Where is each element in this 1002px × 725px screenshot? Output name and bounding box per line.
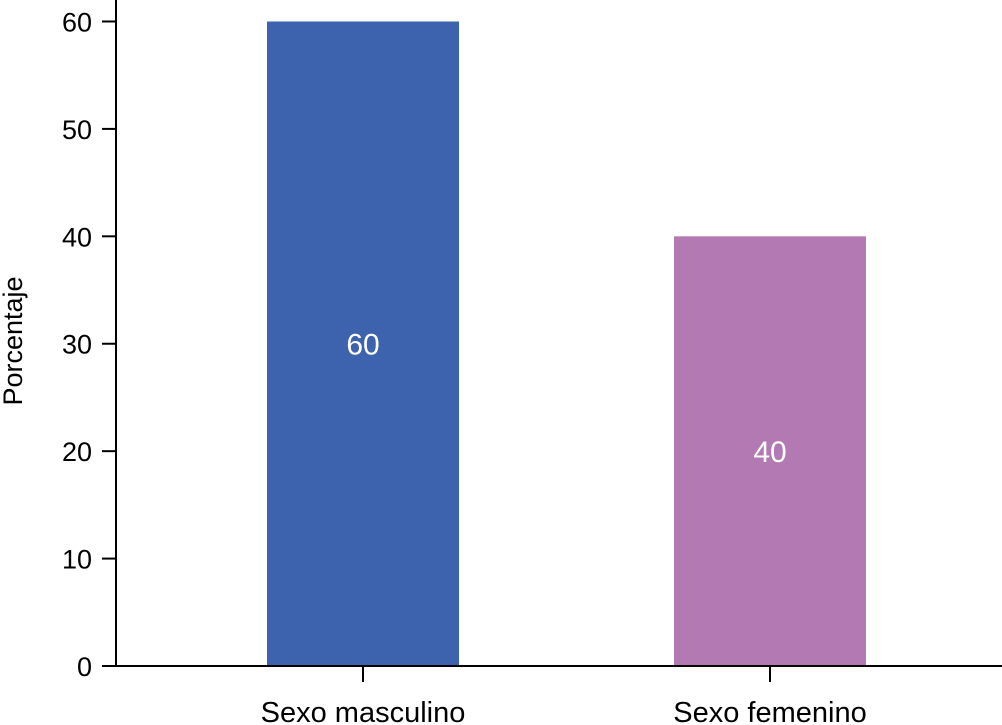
y-axis-ticks: 0 10 20 30 40 50 60 [62, 7, 116, 682]
bar [267, 21, 459, 666]
bars: 60 40 [267, 21, 866, 667]
bar [674, 236, 866, 667]
y-tick-label: 40 [62, 222, 92, 252]
x-category-label: Sexo masculino [261, 697, 466, 725]
bar-value-label: 40 [753, 436, 786, 469]
x-category-label: Sexo femenino [673, 697, 866, 725]
x-axis-ticks: Sexo masculino Sexo femenino [261, 666, 867, 725]
bar-value-label: 60 [346, 329, 379, 362]
y-axis-title: Porcentaje [0, 276, 28, 405]
y-tick-label: 10 [62, 545, 92, 575]
y-tick-label: 20 [62, 437, 92, 467]
y-tick-label: 50 [62, 115, 92, 145]
y-tick-label: 30 [62, 330, 92, 360]
y-tick-label: 0 [77, 652, 92, 682]
y-tick-label: 60 [62, 7, 92, 37]
